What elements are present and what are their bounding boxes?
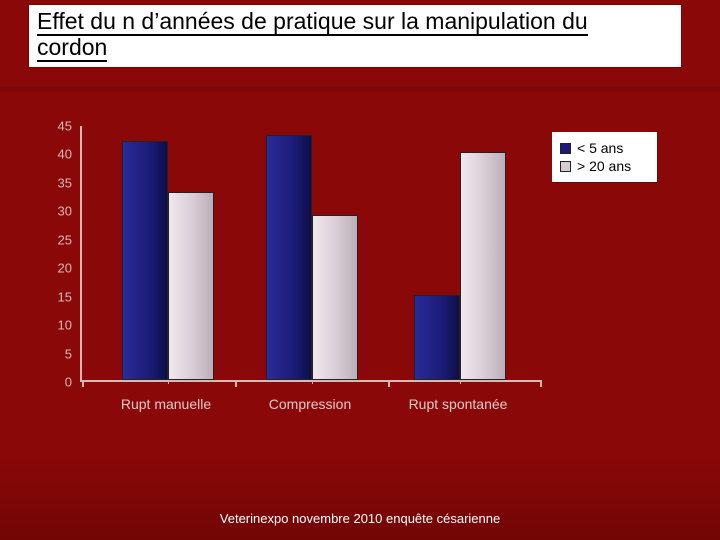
x-tick [235, 380, 237, 387]
legend: < 5 ans > 20 ans [552, 132, 657, 182]
bar-s1-c2 [460, 152, 506, 380]
y-tick: 5 [42, 346, 72, 361]
bar-s0-c1 [266, 135, 312, 380]
x-label-2: Rupt spontanée [409, 396, 508, 412]
legend-label-1: > 20 ans [577, 158, 631, 174]
y-tick: 10 [42, 318, 72, 333]
slide-title-box: Effet du n d’années de pratique sur la m… [28, 4, 682, 68]
chart-area: 45 40 35 30 25 20 15 10 5 0 [40, 126, 680, 454]
slide-footer: Veterinexpo novembre 2010 enquête césari… [0, 511, 720, 526]
slide-title-line2: cordon [37, 34, 107, 62]
x-tick-minor [312, 380, 313, 384]
x-tick [540, 380, 542, 387]
legend-swatch-1 [560, 161, 571, 172]
y-tick: 15 [42, 289, 72, 304]
y-tick: 45 [42, 119, 72, 134]
bar-s0-c2 [414, 295, 460, 380]
bar-s1-c0 [168, 192, 214, 380]
plot-area [80, 126, 540, 382]
y-tick: 0 [42, 375, 72, 390]
bar-s0-c0 [122, 141, 168, 380]
y-tick: 30 [42, 204, 72, 219]
y-tick: 35 [42, 175, 72, 190]
x-axis-labels: Rupt manuelle Compression Rupt spontanée [80, 390, 540, 420]
y-axis: 45 40 35 30 25 20 15 10 5 0 [40, 126, 76, 382]
y-tick: 40 [42, 147, 72, 162]
slide-title-line1: Effet du n d’années de pratique sur la m… [37, 8, 588, 36]
x-tick-minor [168, 380, 169, 384]
x-tick-minor [460, 380, 461, 384]
legend-label-0: < 5 ans [577, 140, 623, 156]
y-tick: 25 [42, 232, 72, 247]
legend-swatch-0 [560, 143, 571, 154]
y-tick: 20 [42, 261, 72, 276]
legend-item-0: < 5 ans [560, 140, 649, 156]
bar-s1-c1 [312, 215, 358, 380]
x-label-0: Rupt manuelle [121, 396, 211, 412]
x-tick [82, 380, 84, 387]
x-label-1: Compression [269, 396, 351, 412]
legend-item-1: > 20 ans [560, 158, 649, 174]
x-tick [388, 380, 390, 387]
